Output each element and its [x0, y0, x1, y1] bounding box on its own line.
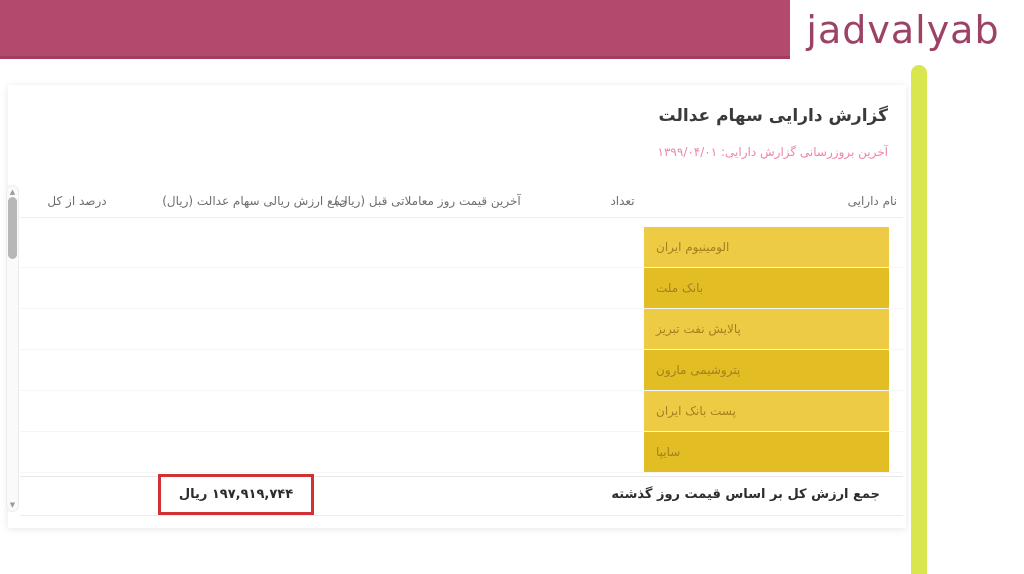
column-header-total-value: جمع ارزش ریالی سهام عدالت (ریال) — [162, 194, 348, 208]
asset-name-cell[interactable]: پتروشیمی مارون — [644, 350, 889, 390]
row-divider — [20, 349, 903, 350]
asset-name-cell[interactable]: سایپا — [644, 432, 889, 472]
column-header-count: تعداد — [610, 194, 635, 208]
asset-name-cell[interactable]: پست بانک ایران — [644, 391, 889, 431]
asset-name-cell[interactable]: پالایش نفت تبریز — [644, 309, 889, 349]
summary-bottom-divider — [20, 515, 903, 516]
summary-label: جمع ارزش کل بر اساس قیمت روز گذشته — [611, 487, 880, 502]
header-divider — [20, 217, 903, 218]
summary-top-divider — [20, 476, 903, 477]
top-banner — [0, 0, 790, 59]
row-divider — [20, 308, 903, 309]
brand-logo: jadvalyab — [806, 8, 1000, 52]
page-title: گزارش دارایی سهام عدالت — [658, 106, 888, 126]
column-header-last-price: آخرین قیمت روز معاملاتی قبل (ریال) — [334, 194, 521, 208]
last-update-text: آخرین بروزرسانی گزارش دارایی: ۱۳۹۹/۰۴/۰۱ — [657, 145, 888, 159]
table-scrollbar[interactable]: ▲ ▼ — [6, 185, 19, 512]
asset-name-cell[interactable]: بانک ملت — [644, 268, 889, 308]
row-divider — [20, 431, 903, 432]
scrollbar-thumb[interactable] — [8, 197, 17, 259]
row-divider — [20, 472, 903, 473]
scrollbar-down-icon[interactable]: ▼ — [9, 501, 16, 509]
summary-total-value: ۱۹۷,۹۱۹,۷۴۴ ریال — [178, 487, 294, 502]
column-header-asset-name: نام دارایی — [847, 194, 897, 208]
red-annotation-box: ۱۹۷,۹۱۹,۷۴۴ ریال — [158, 474, 314, 515]
row-divider — [20, 390, 903, 391]
scrollbar-up-icon[interactable]: ▲ — [9, 188, 16, 196]
row-divider — [20, 267, 903, 268]
column-header-percent: درصد از کل — [47, 194, 107, 208]
asset-name-cell[interactable]: الومینیوم ایران — [644, 227, 889, 267]
lime-accent-bar — [911, 65, 927, 574]
